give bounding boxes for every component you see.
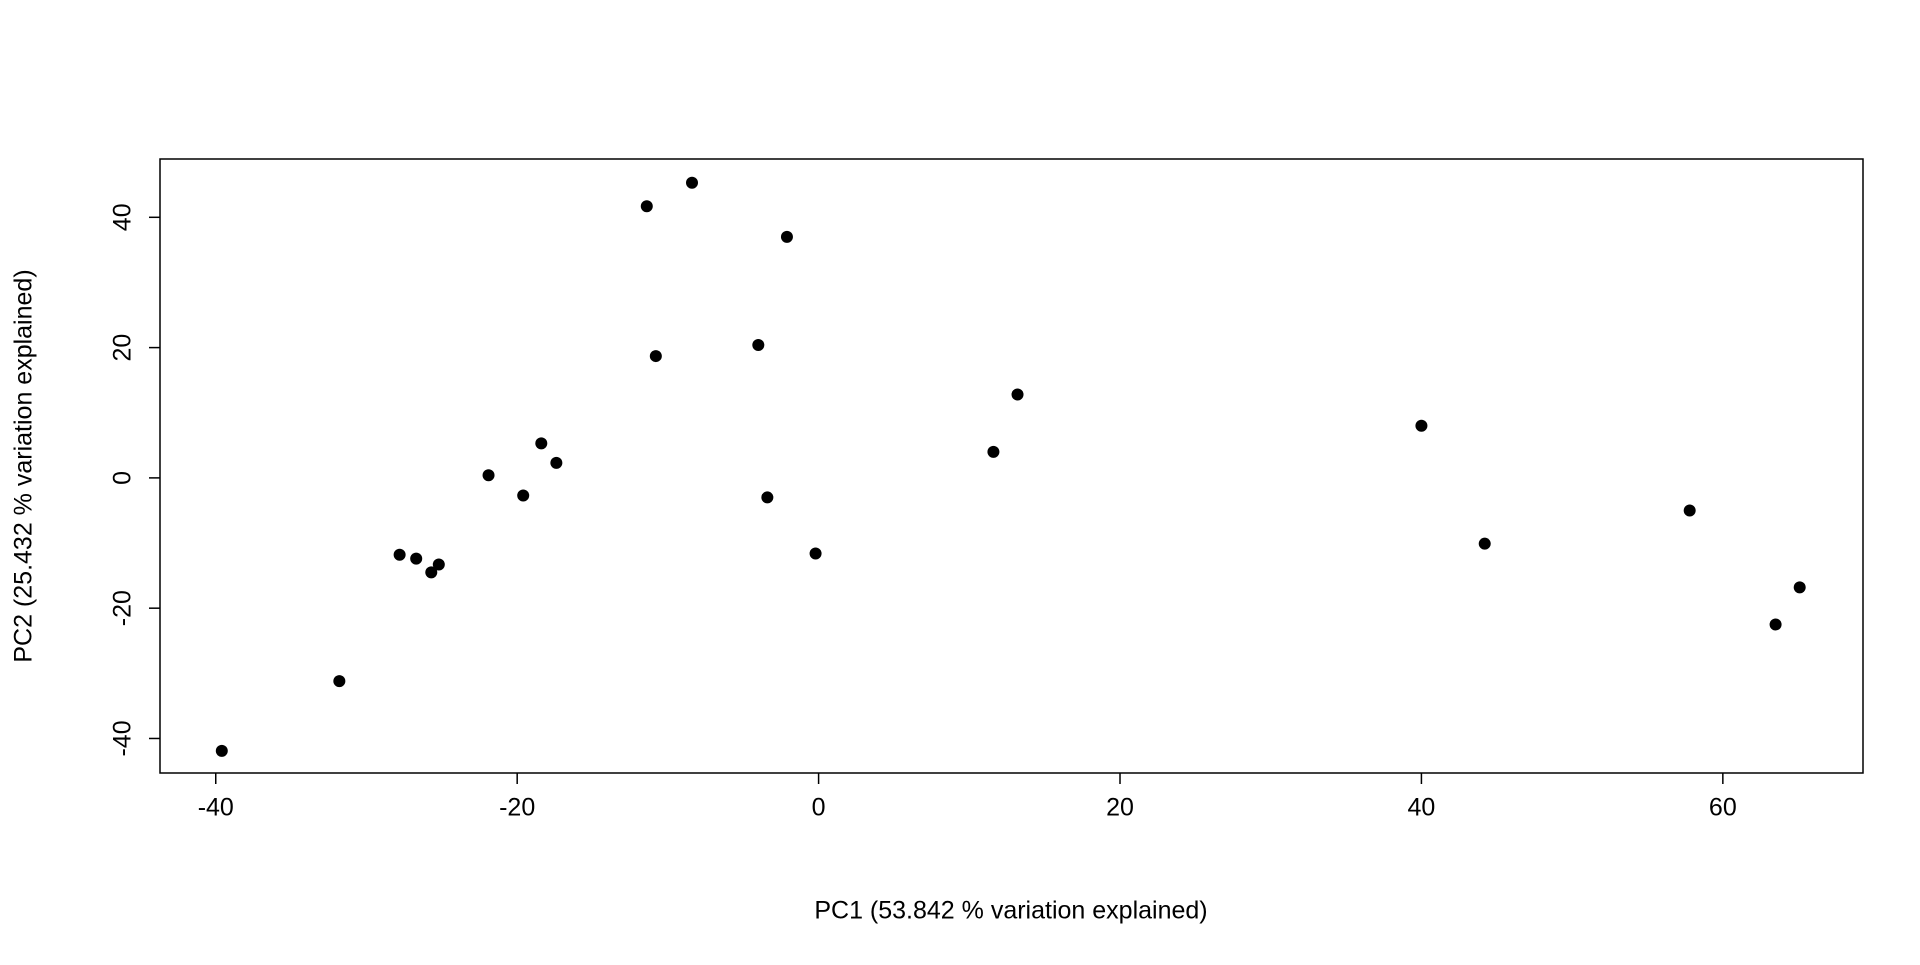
x-tick-label: -20 — [499, 794, 535, 822]
point — [482, 469, 495, 482]
x-tick-label: -40 — [198, 794, 234, 822]
point — [761, 491, 774, 504]
point — [809, 547, 822, 560]
point — [432, 558, 445, 571]
y-tick-label: 0 — [109, 471, 137, 485]
point — [1683, 504, 1696, 517]
point — [535, 437, 548, 450]
y-axis-label: PC2 (25.432 % variation explained) — [10, 269, 38, 662]
x-tick-label: 20 — [1106, 794, 1134, 822]
point — [752, 338, 765, 351]
point — [1478, 537, 1491, 550]
plot-frame — [159, 158, 1864, 774]
y-tick-label: -40 — [109, 720, 137, 756]
y-tick-label: -20 — [109, 590, 137, 626]
point — [550, 456, 563, 469]
point — [1011, 388, 1024, 401]
point — [1769, 618, 1782, 631]
point — [1793, 581, 1806, 594]
point — [425, 566, 438, 579]
point — [1415, 419, 1428, 432]
point — [517, 489, 530, 502]
y-tick-label: 40 — [109, 203, 137, 231]
point — [685, 176, 698, 189]
point — [393, 548, 406, 561]
point — [649, 350, 662, 363]
x-tick-label: 40 — [1408, 794, 1436, 822]
x-tick-label: 0 — [812, 794, 826, 822]
y-tick-label: 20 — [109, 334, 137, 362]
x-tick-label: 60 — [1709, 794, 1737, 822]
point — [640, 200, 653, 213]
point — [780, 230, 793, 243]
point — [333, 675, 346, 688]
x-axis-label: PC1 (53.842 % variation explained) — [814, 897, 1207, 925]
point — [410, 552, 423, 565]
point — [215, 744, 228, 757]
point — [987, 445, 1000, 458]
